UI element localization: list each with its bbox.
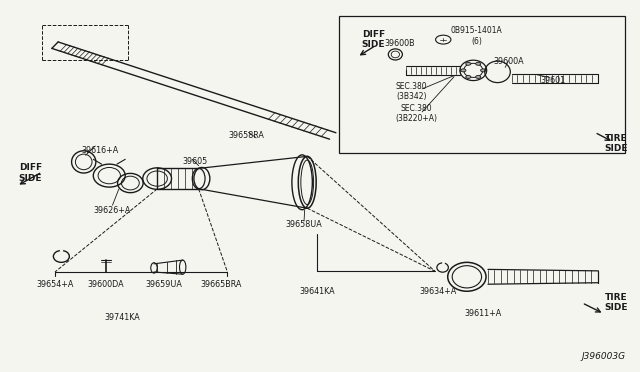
- Text: 39665BRA: 39665BRA: [200, 280, 242, 289]
- Text: SEC.380
(3B220+A): SEC.380 (3B220+A): [396, 104, 437, 124]
- Text: 39659UA: 39659UA: [145, 280, 182, 289]
- Text: 39654+A: 39654+A: [36, 280, 74, 289]
- Circle shape: [466, 76, 471, 78]
- Text: 39741KA: 39741KA: [104, 313, 140, 322]
- Text: 39616+A: 39616+A: [81, 146, 118, 155]
- Text: 39641KA: 39641KA: [299, 287, 335, 296]
- Circle shape: [476, 62, 481, 65]
- Text: 39600A: 39600A: [493, 57, 524, 66]
- Text: 39634+A: 39634+A: [419, 287, 457, 296]
- Text: DIFF
SIDE: DIFF SIDE: [19, 163, 42, 183]
- Text: SEC.380
(3B342): SEC.380 (3B342): [396, 82, 427, 101]
- Text: DIFF
SIDE: DIFF SIDE: [362, 30, 385, 49]
- Text: 0B915-1401A
(6): 0B915-1401A (6): [451, 26, 502, 46]
- Text: 39626+A: 39626+A: [94, 206, 131, 215]
- Text: 39611+A: 39611+A: [464, 310, 502, 318]
- Circle shape: [481, 69, 486, 72]
- Text: TIRE
SIDE: TIRE SIDE: [604, 293, 628, 312]
- Text: 39601: 39601: [541, 76, 566, 85]
- Text: J396003G: J396003G: [581, 352, 625, 361]
- Circle shape: [476, 76, 481, 78]
- Text: 39605: 39605: [183, 157, 208, 166]
- Circle shape: [461, 69, 466, 72]
- Text: 39658UA: 39658UA: [285, 221, 323, 230]
- Circle shape: [466, 62, 471, 65]
- Text: 39658RA: 39658RA: [228, 131, 264, 141]
- Text: 39600B: 39600B: [385, 39, 415, 48]
- Bar: [339, 16, 625, 153]
- Text: 39600DA: 39600DA: [88, 280, 124, 289]
- Text: TIRE
SIDE: TIRE SIDE: [604, 134, 628, 153]
